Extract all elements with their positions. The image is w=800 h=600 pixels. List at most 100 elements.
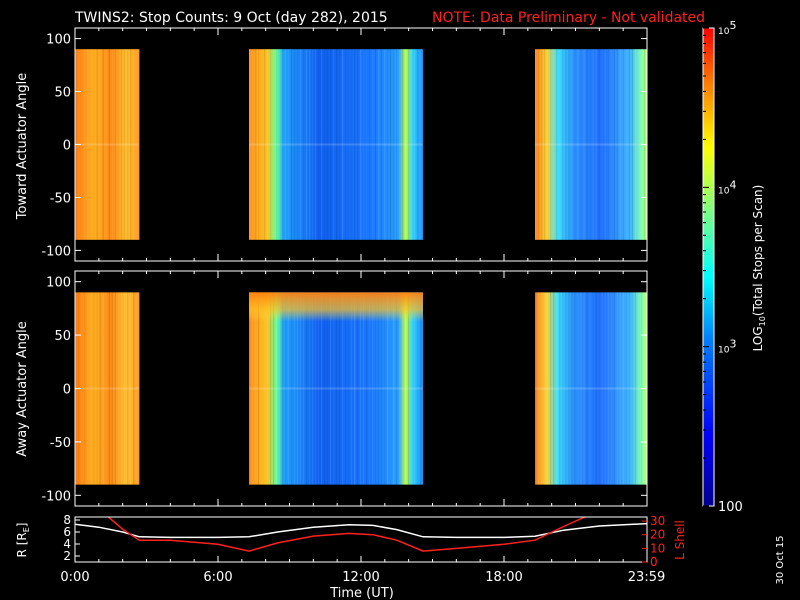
away-angle-ylabel: Away Actuator Angle — [15, 321, 30, 456]
heatmap-texture — [562, 292, 564, 485]
heatmap-texture — [401, 292, 404, 485]
heatmap-texture — [323, 292, 326, 485]
heatmap-texture — [368, 292, 371, 485]
heatmap-texture — [383, 49, 386, 240]
heatmap-texture — [108, 292, 110, 485]
heatmap-segment — [75, 49, 140, 240]
date-stamp: 30 Oct 15 — [775, 535, 786, 584]
heatmap-texture — [592, 292, 594, 485]
colorbar-tick-label: 100 — [718, 500, 743, 515]
heatmap-texture — [534, 49, 537, 240]
heatmap-texture — [607, 292, 609, 485]
heatmap-texture — [84, 292, 86, 485]
y-tick-label: -50 — [50, 191, 71, 206]
heatmap-texture — [577, 292, 579, 485]
heatmap-texture — [577, 49, 579, 240]
heatmap-texture — [111, 49, 113, 240]
heatmap-texture — [329, 49, 332, 240]
heatmap-texture — [598, 292, 600, 485]
heatmap-segment — [248, 292, 423, 485]
colorbar-label-rest: (Total Stops per Scan) — [751, 185, 765, 316]
heatmap-texture — [371, 292, 374, 485]
heatmap-texture — [81, 49, 83, 240]
heatmap-segment — [534, 49, 647, 240]
heatmap-texture — [534, 292, 537, 485]
heatmap-texture — [362, 49, 365, 240]
heatmap-texture — [413, 49, 416, 240]
heatmap-texture — [562, 49, 564, 240]
heatmap-texture — [556, 292, 558, 485]
heatmap-texture — [350, 292, 353, 485]
heatmap-texture — [586, 49, 588, 240]
heatmap-texture — [133, 49, 135, 240]
heatmap-texture — [583, 292, 585, 485]
heatmap-texture — [571, 49, 573, 240]
heatmap-texture — [111, 292, 113, 485]
heatmap-texture — [251, 292, 254, 485]
heatmap-texture — [362, 292, 365, 485]
heatmap-texture — [616, 49, 618, 240]
heatmap-texture — [278, 292, 281, 485]
heatmap-texture — [410, 292, 413, 485]
heatmap-texture — [547, 49, 549, 240]
heatmap-texture — [341, 292, 344, 485]
heatmap-texture — [356, 292, 359, 485]
colorbar-tick-exp: 3 — [729, 338, 736, 351]
heatmap-texture — [386, 292, 389, 485]
heatmap-texture — [293, 49, 296, 240]
heatmap-texture — [544, 292, 546, 485]
heatmap-texture — [359, 49, 362, 240]
heatmap-texture — [108, 49, 110, 240]
heatmap-texture — [628, 292, 631, 485]
heatmap-texture — [416, 292, 419, 485]
r-tick-label: 6 — [63, 525, 71, 539]
heatmap-texture — [389, 292, 392, 485]
heatmap-texture — [398, 292, 401, 485]
heatmap-texture — [574, 292, 576, 485]
heatmap-texture — [377, 49, 380, 240]
lshell-line — [107, 517, 586, 552]
heatmap-texture — [595, 49, 597, 240]
heatmap-texture — [320, 49, 323, 240]
heatmap-texture — [589, 49, 591, 240]
heatmap-texture — [604, 292, 606, 485]
colorbar-label: LOG10(Total Stops per Scan) — [751, 185, 767, 352]
heatmap-texture — [637, 292, 640, 485]
heatmap-texture — [544, 49, 546, 240]
heatmap-texture — [607, 49, 609, 240]
heatmap-texture — [398, 49, 401, 240]
heatmap-texture — [130, 49, 132, 240]
r-ylabel-sub: E — [22, 527, 31, 532]
heatmap-texture — [350, 49, 353, 240]
heatmap-texture — [601, 292, 603, 485]
heatmap-texture — [326, 49, 329, 240]
y-tick-label: 100 — [46, 276, 71, 291]
heatmap-texture — [266, 49, 269, 240]
heatmap-texture — [344, 292, 347, 485]
heatmap-texture — [124, 49, 126, 240]
heatmap-texture — [553, 292, 555, 485]
heatmap-segment — [248, 49, 423, 240]
heatmap-texture — [99, 292, 101, 485]
r-ylabel-main: R [R — [15, 532, 29, 557]
heatmap-texture — [263, 49, 266, 240]
heatmap-texture — [595, 292, 597, 485]
colorbar-tick-label: 104 — [718, 178, 736, 196]
colorbar-tick-label: 105 — [718, 19, 736, 37]
heatmap-texture — [302, 292, 305, 485]
heatmap-texture — [284, 292, 287, 485]
heatmap-texture — [538, 49, 540, 240]
heatmap-texture — [93, 49, 95, 240]
heatmap-texture — [356, 49, 359, 240]
heatmap-texture — [87, 49, 89, 240]
heatmap-texture — [592, 49, 594, 240]
y-tick-label: -100 — [41, 489, 71, 504]
heatmap-texture — [248, 49, 251, 240]
heatmap-texture — [314, 49, 317, 240]
heatmap-texture — [302, 49, 305, 240]
heatmap-texture — [610, 292, 612, 485]
heatmap-texture — [580, 49, 582, 240]
